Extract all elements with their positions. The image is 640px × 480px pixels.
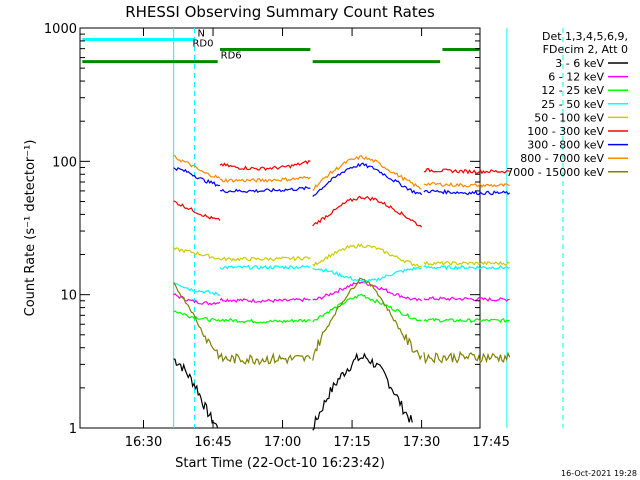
series-line (173, 166, 221, 187)
legend: Det 1,3,4,5,6,9,FDecim 2, Att 03 - 6 keV… (506, 30, 628, 179)
series-line (312, 195, 423, 228)
series-line (219, 185, 311, 194)
series-line (423, 295, 510, 302)
plot-frame (79, 27, 481, 429)
legend-label: 12 - 25 keV (541, 84, 604, 97)
series-line (423, 260, 511, 267)
y-axis-label: Count Rate (s⁻¹ detector⁻¹) (23, 140, 38, 317)
legend-label: 25 - 50 keV (541, 98, 604, 111)
legend-label: 7000 - 15000 keV (506, 166, 604, 179)
x-axis: 16:30 16:45 17:00 17:15 17:30 17:45 (125, 28, 510, 450)
y-tick-label: 10 (60, 289, 77, 304)
night-markers (173, 28, 564, 428)
y-axis: 1 10 100 1000 (44, 22, 480, 437)
legend-header: Det 1,3,4,5,6,9, (542, 30, 628, 43)
series-line (219, 255, 311, 262)
timestamp: 16-Oct-2021 19:28 (561, 469, 637, 478)
x-tick-label: 16:45 (194, 435, 231, 450)
series-line (312, 162, 423, 197)
y-tick-label: 1 (69, 422, 77, 437)
flag-label: RD0 (192, 38, 213, 49)
series-line (219, 159, 311, 172)
series-line (173, 358, 219, 429)
x-axis-label: Start Time (22-Oct-10 16:23:42) (175, 456, 385, 471)
flag-label: RD6 (221, 51, 242, 62)
series-line (173, 246, 221, 260)
series-line (219, 264, 311, 270)
y-tick-label: 100 (52, 155, 77, 170)
series-line (423, 181, 510, 189)
series-line (173, 310, 221, 323)
series-line (312, 154, 422, 191)
legend-label: 800 - 7000 keV (520, 152, 604, 165)
series-line (312, 243, 422, 268)
x-tick-label: 17:45 (472, 435, 509, 450)
series-line (219, 297, 311, 304)
legend-label: 3 - 6 keV (555, 57, 604, 70)
series-line (219, 317, 311, 324)
x-tick-label: 17:30 (403, 435, 440, 450)
series-layer (173, 154, 511, 431)
legend-header: FDecim 2, Att 0 (543, 43, 628, 56)
x-tick-label: 17:15 (333, 435, 370, 450)
chart-title: RHESSI Observing Summary Count Rates (125, 3, 435, 21)
series-line (173, 281, 221, 296)
series-line (173, 154, 221, 179)
legend-label: 50 - 100 keV (534, 111, 604, 124)
series-line (312, 277, 423, 361)
series-line (312, 280, 422, 302)
series-line (173, 200, 221, 221)
y-tick-label: 1000 (44, 22, 77, 37)
series-line (312, 293, 422, 323)
series-line (423, 188, 511, 196)
series-line (220, 175, 311, 184)
legend-label: 6 - 12 keV (548, 71, 604, 84)
series-line (219, 351, 311, 366)
flag-label: N (197, 28, 204, 39)
x-tick-label: 17:00 (264, 435, 301, 450)
legend-label: 300 - 800 keV (527, 139, 604, 152)
x-tick-label: 16:30 (125, 435, 162, 450)
series-line (312, 266, 423, 284)
series-line (423, 167, 510, 175)
series-line (423, 317, 510, 324)
legend-label: 100 - 300 keV (527, 125, 604, 138)
series-line (173, 282, 221, 360)
series-line (423, 264, 510, 271)
series-line (423, 350, 511, 365)
series-line (312, 352, 413, 431)
